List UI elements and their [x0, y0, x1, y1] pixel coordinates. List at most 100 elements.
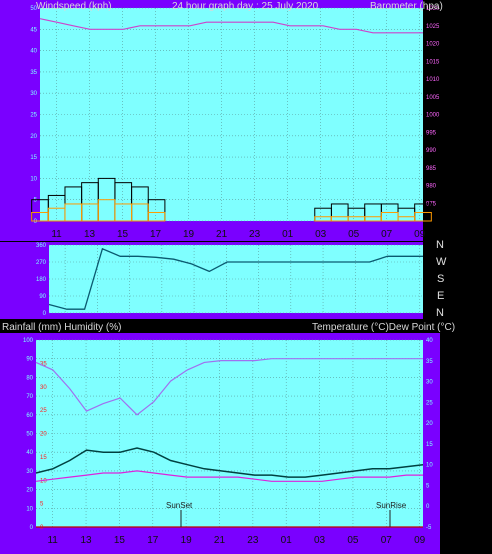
top-xtick-label: 07 [381, 229, 393, 240]
top-xtick-label: 05 [348, 229, 360, 240]
bottom-ytick-label: 40 [26, 450, 33, 456]
middle-ytick-label: 270 [36, 260, 47, 266]
bottom-xtick-label: 17 [147, 535, 159, 546]
middle-ytick-label: 180 [36, 277, 47, 283]
dir-label-e: E [437, 290, 444, 302]
bottom-y2tick-label: 10 [426, 463, 433, 469]
bottom-ytick-label: 70 [26, 394, 33, 400]
bottom-y2tick-label: 20 [426, 421, 433, 427]
windspeed-axis-label: Windspeed (kph) [36, 1, 112, 12]
top-xtick-label: 23 [249, 229, 261, 240]
bottom-rain-tick-label: 35 [40, 361, 47, 367]
bottom-xtick-label: 23 [247, 535, 259, 546]
bottom-rain-tick-label: 30 [40, 385, 47, 391]
top-ytick-label: 5 [34, 198, 38, 204]
top-y2tick-label: 1030 [426, 6, 440, 12]
temperature-line [35, 447, 424, 478]
bottom-y2tick-label: -5 [426, 525, 432, 531]
top-xtick-label: 19 [183, 229, 195, 240]
bottom-ytick-label: 30 [26, 469, 33, 475]
bottom-xtick-label: 15 [114, 535, 126, 546]
top-y2tick-label: 1010 [426, 77, 440, 83]
bottom-xtick-label: 13 [80, 535, 92, 546]
top-ytick-label: 40 [30, 49, 37, 55]
bottom-ytick-label: 60 [26, 413, 33, 419]
bottom-y2tick-label: 25 [426, 400, 433, 406]
dir-label-n-bottom: N [436, 307, 444, 319]
top-y2tick-label: 1025 [426, 24, 440, 30]
middle-ytick-label: 0 [43, 311, 47, 317]
bottom-xtick-label: 05 [347, 535, 359, 546]
top-y2tick-label: 995 [426, 130, 437, 136]
top-ytick-label: 35 [30, 70, 37, 76]
bottom-xtick-label: 19 [181, 535, 193, 546]
barometer-axis-label: Barometer (hpa) [370, 1, 443, 12]
top-xtick-label: 03 [315, 229, 327, 240]
middle-ytick-label: 90 [39, 294, 46, 300]
dir-label-n-top: N [436, 239, 444, 251]
top-ytick-label: 10 [30, 176, 37, 182]
temp-dewpoint-axis-label: Temperature (°C)Dew Point (°C) [312, 322, 455, 333]
bottom-y2tick-label: 0 [426, 504, 430, 510]
sunrise-label: SunRise [376, 501, 407, 510]
bottom-ytick-label: 50 [26, 432, 33, 438]
dewpoint-line [35, 470, 423, 482]
bottom-ytick-label: 10 [26, 506, 33, 512]
bottom-rain-tick-label: 0 [40, 525, 44, 531]
top-y2tick-label: 990 [426, 148, 437, 154]
bottom-y2tick-label: 5 [426, 483, 430, 489]
top-xtick-label: 11 [51, 229, 62, 240]
bottom-rain-tick-label: 25 [40, 408, 47, 414]
top-xtick-label: 13 [84, 229, 96, 240]
bottom-rain-tick-label: 20 [40, 432, 47, 438]
top-y2tick-label: 1015 [426, 59, 440, 65]
dir-label-s: S [437, 273, 444, 285]
bottom-xtick-label: 11 [47, 535, 58, 546]
bottom-y2tick-label: 15 [426, 442, 433, 448]
bottom-xtick-label: 21 [214, 535, 226, 546]
top-ytick-label: 45 [30, 27, 37, 33]
gust-bar [414, 211, 432, 222]
gust-bar [147, 211, 166, 222]
direction-line [48, 247, 423, 310]
top-xtick-label: 17 [150, 229, 162, 240]
bottom-xtick-label: 07 [381, 535, 393, 546]
top-xtick-label: 01 [282, 229, 294, 240]
sunset-label: SunSet [166, 501, 193, 510]
bottom-ytick-label: 100 [23, 338, 34, 344]
bottom-ytick-label: 20 [26, 488, 33, 494]
top-y2tick-label: 980 [426, 184, 437, 190]
top-y2tick-label: 985 [426, 166, 437, 172]
top-ytick-label: 50 [30, 6, 37, 12]
middle-ytick-label: 360 [36, 243, 47, 249]
top-ytick-label: 25 [30, 113, 37, 119]
humidity-line [35, 358, 423, 416]
bottom-xtick-label: 01 [281, 535, 293, 546]
bottom-y2tick-label: 40 [426, 338, 433, 344]
top-ytick-label: 30 [30, 91, 37, 97]
rain-humidity-axis-label: Rainfall (mm) Humidity (%) [2, 322, 121, 333]
bottom-y2tick-label: 35 [426, 359, 433, 365]
bottom-rain-tick-label: 15 [40, 455, 47, 461]
top-ytick-label: 0 [34, 219, 38, 225]
barometer-line [39, 18, 423, 34]
top-ytick-label: 15 [30, 155, 37, 161]
top-ytick-label: 20 [30, 134, 37, 140]
bottom-xtick-label: 03 [314, 535, 326, 546]
bottom-rain-tick-label: 10 [40, 478, 47, 484]
bottom-ytick-label: 80 [26, 375, 33, 381]
top-xtick-label: 09 [414, 229, 426, 240]
bottom-rain-tick-label: 5 [40, 502, 44, 508]
dir-label-w: W [436, 256, 447, 268]
bottom-y2tick-label: 30 [426, 380, 433, 386]
top-y2tick-label: 1020 [426, 42, 440, 48]
chart-title: 24 hour graph day : 25 July 2020 [172, 1, 319, 12]
bottom-ytick-label: 90 [26, 357, 33, 363]
top-xtick-label: 15 [117, 229, 129, 240]
top-y2tick-label: 1005 [426, 95, 440, 101]
bottom-xtick-label: 09 [414, 535, 426, 546]
top-y2tick-label: 1000 [426, 113, 440, 119]
bottom-ytick-label: 0 [30, 525, 34, 531]
